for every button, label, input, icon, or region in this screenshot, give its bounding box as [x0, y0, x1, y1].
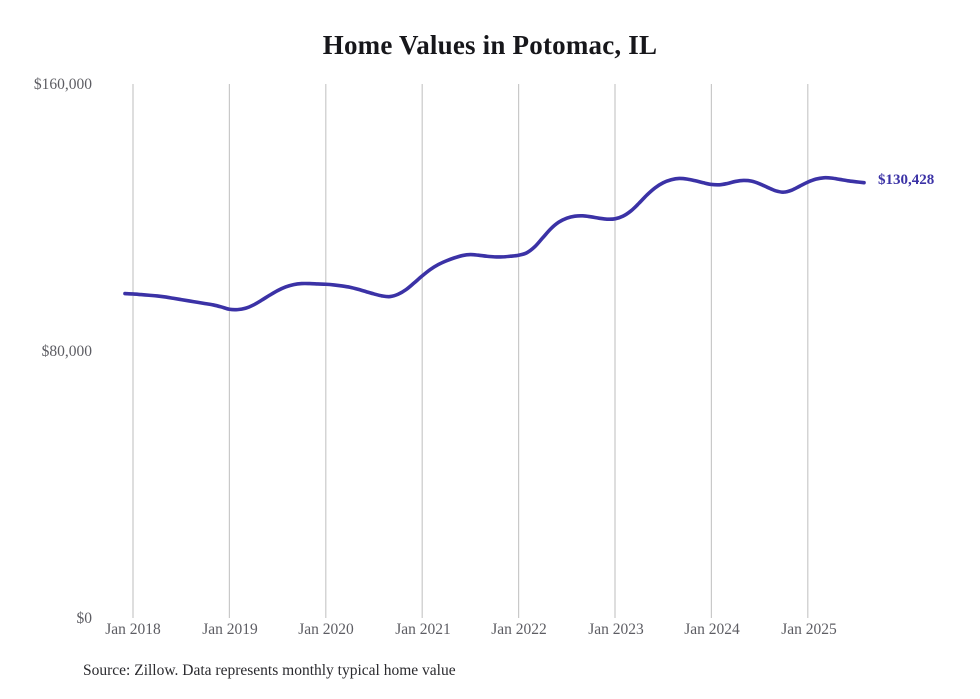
- source-note: Source: Zillow. Data represents monthly …: [83, 662, 456, 679]
- chart-title: Home Values in Potomac, IL: [322, 30, 658, 60]
- home-value-line: [123, 175, 866, 312]
- x-axis-tick-label-jan-2023: Jan 2023: [588, 621, 644, 638]
- y-axis-tick-label-0: $0: [76, 610, 93, 627]
- x-axis-tick-label-jan-2024: Jan 2024: [684, 621, 740, 638]
- x-axis-tick-label-jan-2018: Jan 2018: [105, 621, 161, 638]
- x-axis-tick-label-jan-2025: Jan 2025: [781, 621, 837, 638]
- gridlines: [132, 84, 809, 618]
- x-axis-tick-label-jan-2021: Jan 2021: [395, 621, 451, 638]
- y-axis-tick-label-160000: $160,000: [33, 76, 92, 93]
- end-value-annotation: $130,428: [878, 171, 935, 188]
- x-axis-tick-label-jan-2022: Jan 2022: [491, 621, 547, 638]
- x-axis-tick-label-jan-2020: Jan 2020: [298, 621, 354, 638]
- y-axis-tick-label-80000: $80,000: [41, 343, 92, 360]
- x-axis-tick-label-jan-2019: Jan 2019: [202, 621, 258, 638]
